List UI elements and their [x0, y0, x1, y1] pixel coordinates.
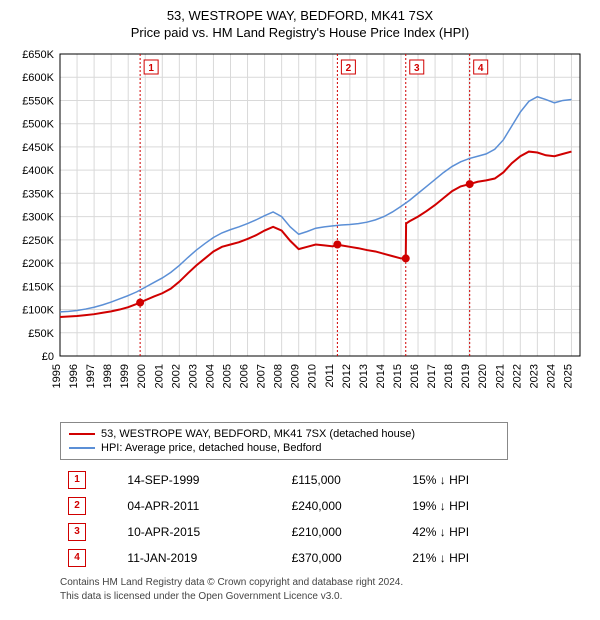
legend: 53, WESTROPE WAY, BEDFORD, MK41 7SX (det… [60, 422, 508, 460]
chart: £0 £50K £100K £150K £200K £250K £300K £350K £400… [10, 46, 590, 416]
y-tick-label: £550K [22, 95, 54, 107]
event-delta: 21% ↓ HPI [406, 546, 538, 570]
events-table: 1 14-SEP-1999£115,00015% ↓ HPI 2 04-APR-201… [60, 466, 540, 572]
event-delta: 42% ↓ HPI [406, 520, 538, 544]
x-tick-label: 2004 [204, 364, 216, 388]
y-tick-label: £150K [22, 281, 54, 293]
title-address: 53, WESTROPE WAY, BEDFORD, MK41 7SX [10, 8, 590, 23]
y-tick-label: £0 [42, 351, 54, 363]
x-tick-label: 2005 [221, 364, 233, 388]
title-block: 53, WESTROPE WAY, BEDFORD, MK41 7SX Pric… [10, 8, 590, 40]
x-tick-label: 2014 [375, 364, 387, 388]
y-tick-label: £250K [22, 235, 54, 247]
x-tick-label: 1999 [119, 364, 131, 388]
event-price: £115,000 [286, 468, 405, 492]
event-marker: 1 [68, 471, 86, 489]
x-tick-label: 2002 [170, 364, 182, 388]
x-tick-label: 2015 [392, 364, 404, 388]
legend-label: 53, WESTROPE WAY, BEDFORD, MK41 7SX (det… [101, 428, 415, 440]
sale-marker-number: 1 [148, 63, 154, 74]
x-tick-label: 2016 [409, 364, 421, 388]
x-tick-label: 2024 [545, 364, 557, 388]
x-tick-label: 2013 [358, 364, 370, 388]
event-price: £240,000 [286, 494, 405, 518]
footnote-line: Contains HM Land Registry data © Crown c… [60, 576, 560, 590]
x-tick-label: 1997 [85, 364, 97, 388]
legend-swatch-price [69, 433, 95, 435]
chart-svg: £0 £50K £100K £150K £200K £250K £300K £350K £400… [10, 46, 590, 416]
x-tick-label: 2000 [136, 364, 148, 388]
y-tick-label: £200K [22, 258, 54, 270]
event-price: £370,000 [286, 546, 405, 570]
legend-label: HPI: Average price, detached house, Bedf… [101, 442, 322, 454]
event-delta: 15% ↓ HPI [406, 468, 538, 492]
x-tick-label: 2017 [426, 364, 438, 388]
legend-swatch-hpi [69, 447, 95, 449]
page-root: 53, WESTROPE WAY, BEDFORD, MK41 7SX Pric… [0, 0, 600, 609]
x-tick-label: 1995 [51, 364, 63, 388]
y-tick-label: £100K [22, 305, 54, 317]
event-price: £210,000 [286, 520, 405, 544]
x-tick-label: 2003 [187, 364, 199, 388]
x-tick-label: 2006 [239, 364, 251, 388]
x-tick-label: 1996 [68, 364, 80, 388]
event-date: 14-SEP-1999 [121, 468, 283, 492]
y-tick-label: £500K [22, 119, 54, 131]
x-tick-label: 2001 [153, 364, 165, 388]
x-tick-label: 2018 [443, 364, 455, 388]
event-delta: 19% ↓ HPI [406, 494, 538, 518]
x-tick-label: 2022 [511, 364, 523, 388]
footnote-line: This data is licensed under the Open Gov… [60, 590, 560, 604]
x-tick-label: 2010 [307, 364, 319, 388]
event-row: 2 04-APR-2011£240,00019% ↓ HPI [62, 494, 538, 518]
y-tick-label: £600K [22, 72, 54, 84]
y-tick-label: £50K [28, 328, 54, 340]
x-tick-label: 2025 [562, 364, 574, 388]
event-date: 10-APR-2015 [121, 520, 283, 544]
legend-row: 53, WESTROPE WAY, BEDFORD, MK41 7SX (det… [69, 427, 499, 441]
x-tick-label: 2023 [528, 364, 540, 388]
event-date: 11-JAN-2019 [121, 546, 283, 570]
sale-marker-number: 4 [478, 63, 484, 74]
event-marker: 4 [68, 549, 86, 567]
sale-point [402, 254, 410, 262]
y-tick-label: £650K [22, 49, 54, 61]
event-row: 3 10-APR-2015£210,00042% ↓ HPI [62, 520, 538, 544]
x-tick-label: 1998 [102, 364, 114, 388]
sale-marker-number: 2 [346, 63, 352, 74]
x-tick-label: 2021 [494, 364, 506, 388]
legend-row: HPI: Average price, detached house, Bedf… [69, 441, 499, 455]
event-marker: 2 [68, 497, 86, 515]
x-tick-label: 2007 [256, 364, 268, 388]
title-subtitle: Price paid vs. HM Land Registry's House … [10, 25, 590, 40]
x-tick-label: 2020 [477, 364, 489, 388]
sale-marker-number: 3 [414, 63, 420, 74]
event-row: 1 14-SEP-1999£115,00015% ↓ HPI [62, 468, 538, 492]
sale-point [466, 180, 474, 188]
event-date: 04-APR-2011 [121, 494, 283, 518]
x-tick-label: 2009 [290, 364, 302, 388]
event-row: 4 11-JAN-2019£370,00021% ↓ HPI [62, 546, 538, 570]
x-tick-label: 2012 [341, 364, 353, 388]
y-tick-label: £350K [22, 188, 54, 200]
y-tick-label: £300K [22, 212, 54, 224]
x-tick-label: 2019 [460, 364, 472, 388]
sale-point [333, 240, 341, 248]
footnote: Contains HM Land Registry data © Crown c… [60, 576, 560, 603]
y-tick-label: £400K [22, 165, 54, 177]
event-marker: 3 [68, 523, 86, 541]
x-tick-label: 2011 [324, 364, 336, 388]
y-tick-label: £450K [22, 142, 54, 154]
sale-point [136, 299, 144, 307]
x-tick-label: 2008 [273, 364, 285, 388]
